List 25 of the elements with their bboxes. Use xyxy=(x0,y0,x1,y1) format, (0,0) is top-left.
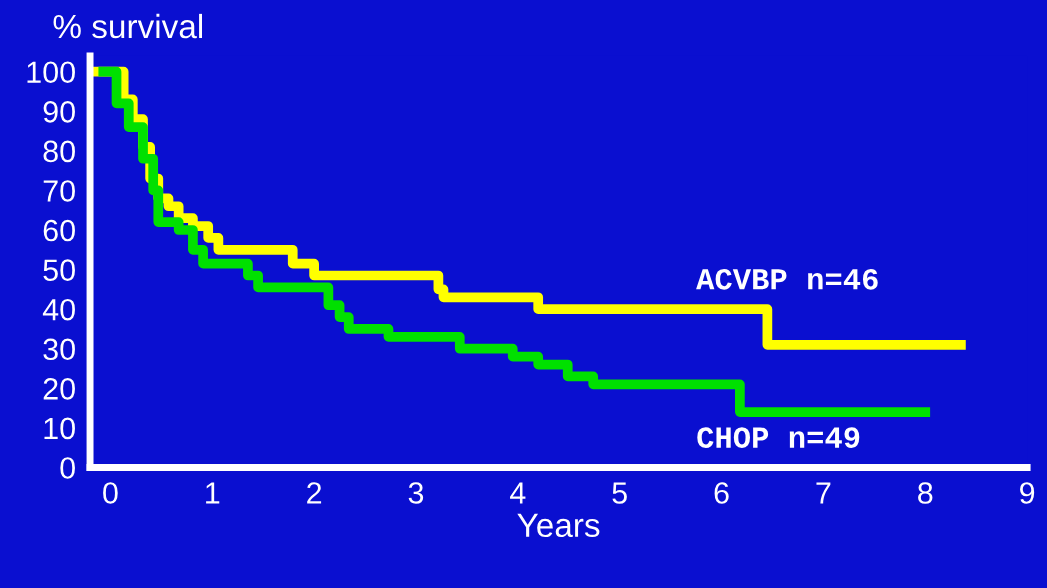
x-tick-label: 3 xyxy=(408,482,424,504)
y-tick-label: 30 xyxy=(43,338,75,361)
x-tick-label: 4 xyxy=(510,482,526,504)
series-label: ACVBP n=46 xyxy=(696,268,878,290)
y-tick-label: 0 xyxy=(60,457,75,479)
series-label: CHOP n=49 xyxy=(697,427,860,448)
x-tick-label: 2 xyxy=(307,482,322,504)
y-tick-label: 10 xyxy=(44,417,75,440)
y-tick-label: 40 xyxy=(42,298,75,321)
x-tick-label: 5 xyxy=(612,482,627,504)
x-tick-label: 7 xyxy=(816,482,831,504)
y-tick-label: 60 xyxy=(43,219,75,242)
y-tick-label: 50 xyxy=(43,259,75,281)
y-tick-label: 80 xyxy=(43,140,75,163)
x-axis-title: Years xyxy=(517,513,600,538)
y-tick-label: 100 xyxy=(27,61,75,84)
y-tick-label: 70 xyxy=(43,180,75,202)
x-tick-label: 6 xyxy=(714,482,729,504)
x-tick-label: 1 xyxy=(206,482,220,504)
x-tick-label: 0 xyxy=(103,482,118,504)
y-axis-title: % survival xyxy=(53,13,203,39)
x-tick-label: 8 xyxy=(918,482,933,504)
y-tick-label: 90 xyxy=(43,101,75,123)
y-tick-label: 20 xyxy=(43,378,75,400)
x-tick-label: 9 xyxy=(1020,482,1035,504)
